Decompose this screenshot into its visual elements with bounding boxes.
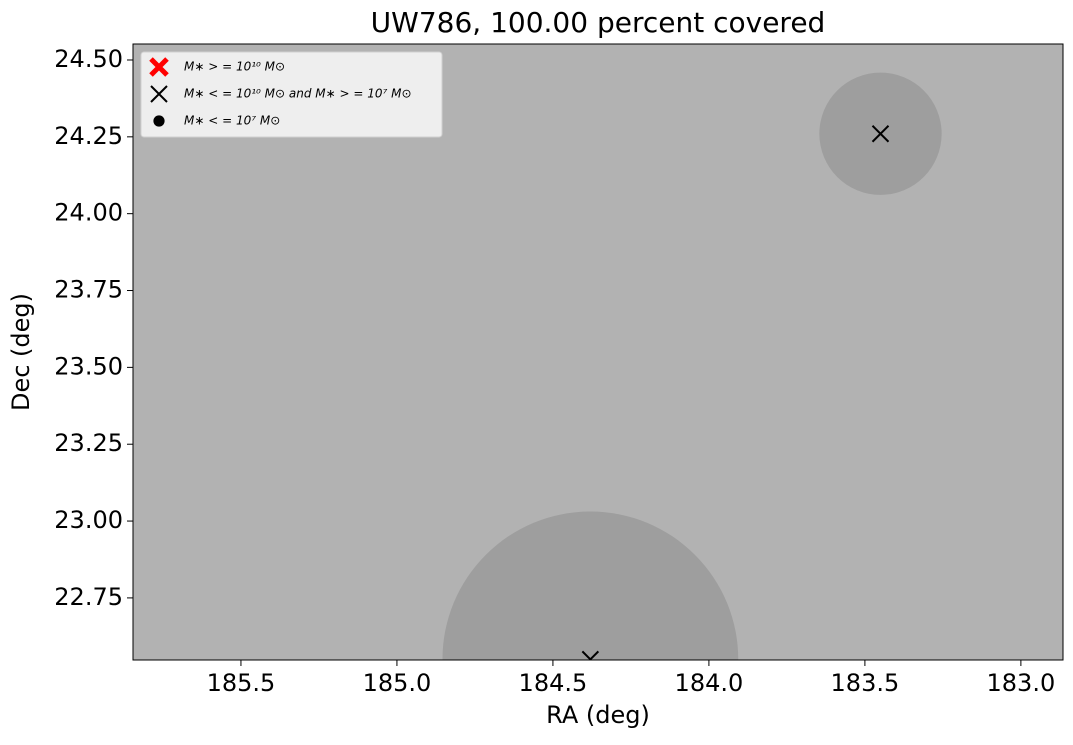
plot-background — [133, 44, 1063, 660]
legend-label: M∗ < = 10¹⁰ M⊙ and M∗ > = 10⁷ M⊙ — [184, 87, 412, 101]
y-tick-label: 24.25 — [54, 122, 123, 150]
y-tick-label: 23.00 — [54, 506, 123, 534]
legend-marker — [153, 115, 165, 127]
y-tick-label: 23.50 — [54, 352, 123, 380]
chart-title: UW786, 100.00 percent covered — [371, 6, 826, 39]
legend: M∗ > = 10¹⁰ M⊙ M∗ < = 10¹⁰ M⊙ and M∗ > = … — [140, 51, 443, 138]
x-tick-label: 185.5 — [207, 669, 276, 697]
y-axis-label: Dec (deg) — [7, 293, 35, 411]
plot-area — [442, 72, 942, 660]
y-tick-label: 24.00 — [54, 199, 123, 227]
y-tick-label: 23.25 — [54, 429, 123, 457]
plot-frame — [132, 43, 1064, 661]
legend-label: M∗ < = 10⁷ M⊙ — [184, 114, 280, 128]
x-tick-label: 185.0 — [363, 669, 432, 697]
legend-marker — [149, 57, 169, 77]
coverage-circle — [442, 511, 739, 660]
y-tick-label: 23.75 — [54, 276, 123, 304]
marker — [871, 125, 890, 143]
y-tick-label: 24.50 — [54, 45, 123, 73]
legend-marker — [150, 85, 168, 103]
legend-label: M∗ > = 10¹⁰ M⊙ — [184, 60, 285, 74]
x-axis-label: RA (deg) — [546, 701, 650, 729]
x-tick-label: 183.0 — [987, 669, 1056, 697]
x-tick-label: 184.5 — [519, 669, 588, 697]
y-tick-label: 22.75 — [54, 583, 123, 611]
marker — [581, 650, 600, 660]
x-tick-label: 184.0 — [675, 669, 744, 697]
legend-box — [140, 51, 443, 138]
x-tick-label: 183.5 — [831, 669, 900, 697]
